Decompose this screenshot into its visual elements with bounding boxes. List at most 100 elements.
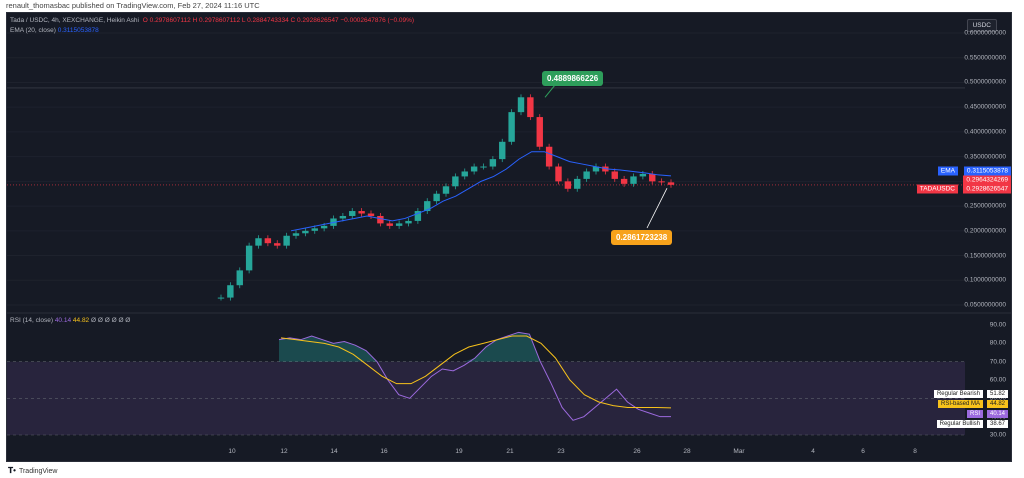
price-tick-label: 0.4000000000	[964, 128, 1006, 136]
time-tick-label: 16	[380, 448, 388, 455]
candle-body	[367, 213, 375, 216]
candle-body	[442, 186, 450, 194]
publish-info: renault_thomasbac published on TradingVi…	[6, 1, 260, 10]
candle-body	[349, 211, 356, 216]
symbol-tag-name: TADAUSDC	[916, 184, 958, 194]
symbol-legend[interactable]: Tada / USDC, 4h, XEXCHANGE, Heikin Ashi …	[10, 16, 414, 25]
price-tick-label: 0.2500000000	[964, 202, 1006, 210]
candle-body	[517, 97, 525, 113]
candle-body	[480, 166, 487, 168]
rsi-label: RSI (14, close)	[10, 317, 53, 324]
chart-area[interactable]: Tada / USDC, 4h, XEXCHANGE, Heikin Ashi …	[6, 12, 1012, 462]
rsi-tick-label: 70.00	[989, 358, 1006, 366]
candle-body	[227, 285, 234, 298]
price-tick-label: 0.6000000000	[964, 29, 1006, 37]
candle-body	[639, 173, 647, 177]
chart-canvas[interactable]	[7, 13, 1011, 461]
time-tick-label: 4	[811, 448, 815, 455]
ema-label: EMA (20, close)	[10, 27, 56, 34]
candle-body	[658, 181, 665, 183]
rsi-tag-value: 40.14	[986, 410, 1008, 418]
candle-body	[574, 178, 581, 189]
rsi-tick-label: 60.00	[989, 376, 1006, 384]
time-tick-label: 6	[861, 448, 865, 455]
rsi-ma-value: 44.82	[72, 317, 90, 324]
candle-body	[620, 178, 628, 184]
candle-body	[611, 171, 618, 179]
candle-body	[630, 176, 637, 184]
candle-body	[414, 211, 422, 221]
rsi-value: 40.14	[54, 317, 72, 324]
candle-body	[395, 223, 403, 226]
tradingview-logo[interactable]: 𝐓• TradingView	[8, 466, 57, 476]
candle-body	[255, 238, 262, 246]
candle-body	[667, 182, 675, 185]
rsi-ma-line	[280, 335, 672, 409]
candle-body	[489, 159, 497, 167]
time-tick-label: 14	[330, 448, 338, 455]
ema-tag-name: EMA	[937, 166, 958, 176]
time-tick-label: 8	[913, 448, 917, 455]
time-tick-label: 10	[228, 448, 236, 455]
candle-body	[339, 215, 347, 219]
rsi-tag-label: RSI	[966, 410, 983, 418]
candle-body	[320, 225, 328, 229]
candle-body	[274, 243, 281, 246]
price-tick-label: 0.3500000000	[964, 153, 1006, 161]
regular-bearish-value: 51.82	[986, 390, 1008, 398]
candle-body	[461, 171, 468, 177]
ema-price-tag: 0.3115053878	[963, 166, 1011, 176]
candle-body	[545, 146, 553, 167]
candle-body	[452, 176, 459, 187]
regular-bullish-label: Regular Bullish	[936, 420, 983, 428]
candle-body	[217, 297, 225, 299]
last-price-tag: 0.2964324269	[963, 175, 1011, 185]
candle-body	[499, 141, 506, 160]
rsi-legend[interactable]: RSI (14, close) 40.14 44.82 Ø Ø Ø Ø Ø Ø	[10, 316, 130, 325]
rsi-line	[278, 331, 671, 421]
candle-body	[592, 166, 600, 172]
ohlc-values: O 0.2978607112 H 0.2978607112 L 0.288474…	[142, 17, 415, 24]
rsi-tick-label: 30.00	[989, 431, 1006, 439]
low-callout-pointer	[646, 188, 668, 229]
symbol-price-tag: 0.2928626547	[963, 184, 1011, 194]
time-tick-label: 26	[633, 448, 641, 455]
price-tick-label: 0.5500000000	[964, 54, 1006, 62]
tradingview-logo-icon: 𝐓•	[8, 466, 16, 475]
ema-legend[interactable]: EMA (20, close) 0.3115053878	[10, 26, 99, 35]
rsi-tick-label: 90.00	[989, 321, 1006, 329]
candle-body	[424, 201, 431, 212]
candle-body	[433, 193, 440, 202]
candle-body	[583, 171, 590, 179]
symbol-title: Tada / USDC, 4h, XEXCHANGE, Heikin Ashi	[10, 17, 139, 24]
rsi-band	[7, 361, 965, 435]
rsi-ma-tag-value: 44.82	[986, 400, 1008, 408]
ema-value: 0.3115053878	[57, 27, 99, 34]
candle-body	[311, 228, 318, 231]
high-callout[interactable]: 0.4889866226	[542, 71, 604, 86]
currency-badge[interactable]: USDC	[966, 19, 997, 32]
candle-body	[527, 97, 534, 118]
low-callout[interactable]: 0.2861723238	[611, 230, 673, 245]
time-tick-label: Mar	[733, 448, 745, 455]
candle-body	[405, 220, 412, 224]
time-tick-label: 19	[455, 448, 463, 455]
candle-body	[302, 230, 309, 234]
price-tick-label: 0.2000000000	[964, 227, 1006, 235]
rsi-overbought-fill	[279, 332, 671, 362]
candle-body	[377, 215, 384, 224]
regular-bearish-label: Regular Bearish	[933, 390, 983, 398]
rsi-tick-label: 80.00	[989, 339, 1006, 347]
candle-body	[555, 166, 562, 182]
price-tick-label: 0.0500000000	[964, 301, 1006, 309]
candle-body	[536, 117, 543, 147]
ema-line	[290, 151, 672, 232]
tradingview-logo-text: TradingView	[18, 467, 58, 475]
rsi-tick-label: 50.00	[989, 394, 1006, 402]
price-tick-label: 0.1500000000	[964, 252, 1006, 260]
high-callout-pointer	[544, 84, 556, 98]
regular-bullish-value: 38.67	[986, 420, 1008, 428]
candle-body	[358, 211, 365, 214]
price-tick-label: 0.5000000000	[964, 78, 1006, 86]
